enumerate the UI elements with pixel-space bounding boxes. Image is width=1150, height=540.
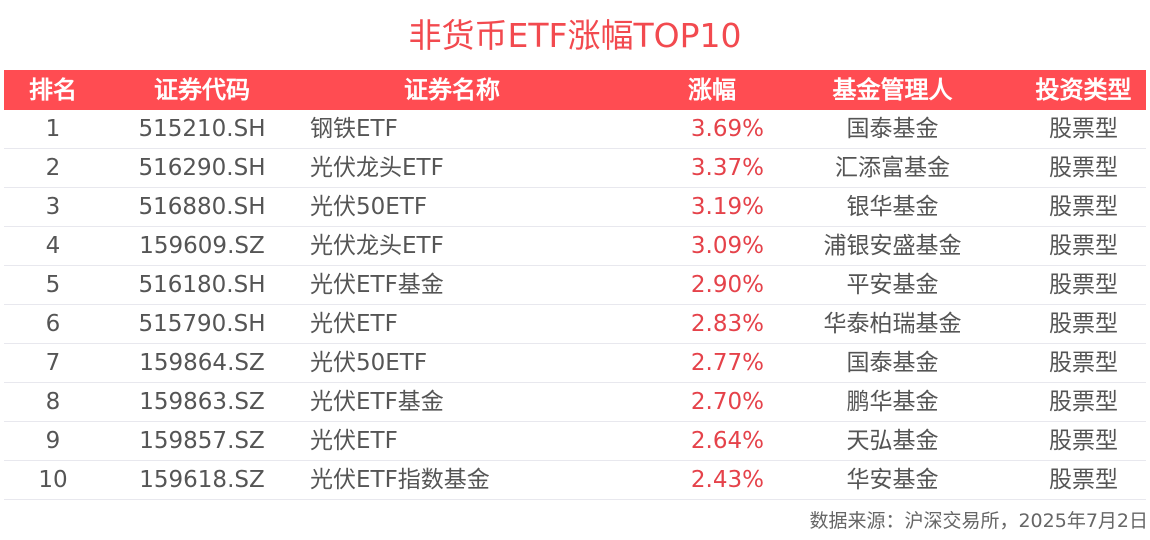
table-row: 9 159857.SZ 光伏ETF 2.64% 天弘基金 股票型	[4, 422, 1146, 461]
code-cell: 516880.SH	[138, 194, 266, 220]
change-cell: 3.69%	[690, 116, 764, 142]
code-cell: 159864.SZ	[139, 350, 265, 376]
change-cell: 2.43%	[690, 467, 764, 493]
manager-cell: 天弘基金	[846, 428, 939, 454]
change-cell: 2.90%	[690, 272, 764, 298]
table-row: 5 516180.SH 光伏ETF基金 2.90% 平安基金 股票型	[4, 266, 1146, 305]
rank-cell: 9	[45, 428, 61, 454]
change-cell: 2.77%	[690, 350, 764, 376]
type-cell: 股票型	[1049, 350, 1118, 376]
table-row: 7 159864.SZ 光伏50ETF 2.77% 国泰基金 股票型	[4, 344, 1146, 383]
name-cell: 光伏ETF指数基金	[310, 467, 490, 493]
type-cell: 股票型	[1049, 467, 1118, 493]
type-cell: 股票型	[1049, 233, 1118, 259]
data-source-note: 数据来源：沪深交易所，2025年7月2日	[809, 510, 1148, 532]
rank-cell: 1	[45, 116, 61, 142]
name-cell: 光伏ETF基金	[310, 272, 444, 298]
rank-cell: 8	[45, 389, 61, 415]
manager-cell: 平安基金	[846, 272, 939, 298]
name-cell: 光伏ETF	[310, 311, 398, 337]
manager-cell: 汇添富基金	[835, 155, 950, 181]
header-manager: 基金管理人	[832, 76, 953, 104]
code-cell: 159857.SZ	[139, 428, 265, 454]
table-body: 1 515210.SH 钢铁ETF 3.69% 国泰基金 股票型 2 516290.SH 光伏龙…	[4, 110, 1146, 500]
code-cell: 159863.SZ	[139, 389, 265, 415]
header-code: 证券代码	[154, 76, 250, 104]
name-cell: 钢铁ETF	[310, 116, 398, 142]
page-title: 非货币ETF涨幅TOP10	[408, 16, 742, 55]
type-cell: 股票型	[1049, 116, 1118, 142]
name-cell: 光伏ETF基金	[310, 389, 444, 415]
manager-cell: 鹏华基金	[846, 389, 939, 415]
manager-cell: 浦银安盛基金	[823, 233, 962, 259]
manager-cell: 华泰柏瑞基金	[823, 311, 962, 337]
change-cell: 2.70%	[690, 389, 764, 415]
manager-cell: 国泰基金	[846, 116, 939, 142]
table-row: 1 515210.SH 钢铁ETF 3.69% 国泰基金 股票型	[4, 110, 1146, 149]
type-cell: 股票型	[1049, 311, 1118, 337]
type-cell: 股票型	[1049, 428, 1118, 454]
table-row: 3 516880.SH 光伏50ETF 3.19% 银华基金 股票型	[4, 188, 1146, 227]
type-cell: 股票型	[1049, 155, 1118, 181]
table-row: 10 159618.SZ 光伏ETF指数基金 2.43% 华安基金 股票型	[4, 461, 1146, 500]
change-cell: 3.37%	[690, 155, 764, 181]
change-cell: 2.83%	[690, 311, 764, 337]
code-cell: 515210.SH	[138, 116, 266, 142]
type-cell: 股票型	[1049, 272, 1118, 298]
name-cell: 光伏50ETF	[310, 350, 428, 376]
name-cell: 光伏龙头ETF	[310, 155, 444, 181]
table-row: 4 159609.SZ 光伏龙头ETF 3.09% 浦银安盛基金 股票型	[4, 227, 1146, 266]
header-name: 证券名称	[404, 76, 500, 104]
manager-cell: 国泰基金	[846, 350, 939, 376]
rank-cell: 3	[45, 194, 61, 220]
table-row: 6 515790.SH 光伏ETF 2.83% 华泰柏瑞基金 股票型	[4, 305, 1146, 344]
change-cell: 3.09%	[690, 233, 764, 259]
header-type: 投资类型	[1035, 76, 1132, 104]
change-cell: 2.64%	[690, 428, 764, 454]
manager-cell: 华安基金	[846, 467, 939, 493]
name-cell: 光伏ETF	[310, 428, 398, 454]
rank-cell: 2	[45, 155, 61, 181]
code-cell: 159618.SZ	[139, 467, 265, 493]
name-cell: 光伏50ETF	[310, 194, 428, 220]
code-cell: 515790.SH	[138, 311, 266, 337]
change-cell: 3.19%	[690, 194, 764, 220]
type-cell: 股票型	[1049, 389, 1118, 415]
header-rank: 排名	[29, 76, 77, 104]
rank-cell: 4	[45, 233, 61, 259]
rank-cell: 7	[45, 350, 61, 376]
table-row: 2 516290.SH 光伏龙头ETF 3.37% 汇添富基金 股票型	[4, 149, 1146, 188]
header-change: 涨幅	[688, 76, 736, 104]
etf-ranking-table: 排名 证券代码 证券名称 涨幅 基金管理人 投资类型 1 515210.SH 钢铁E…	[4, 70, 1146, 500]
manager-cell: 银华基金	[846, 194, 939, 220]
table-row: 8 159863.SZ 光伏ETF基金 2.70% 鹏华基金 股票型	[4, 383, 1146, 422]
table-header: 排名 证券代码 证券名称 涨幅 基金管理人 投资类型	[4, 70, 1146, 110]
code-cell: 516290.SH	[138, 155, 266, 181]
rank-cell: 5	[45, 272, 61, 298]
code-cell: 159609.SZ	[139, 233, 265, 259]
name-cell: 光伏龙头ETF	[310, 233, 444, 259]
rank-cell: 10	[38, 467, 68, 493]
type-cell: 股票型	[1049, 194, 1118, 220]
rank-cell: 6	[45, 311, 61, 337]
code-cell: 516180.SH	[138, 272, 266, 298]
